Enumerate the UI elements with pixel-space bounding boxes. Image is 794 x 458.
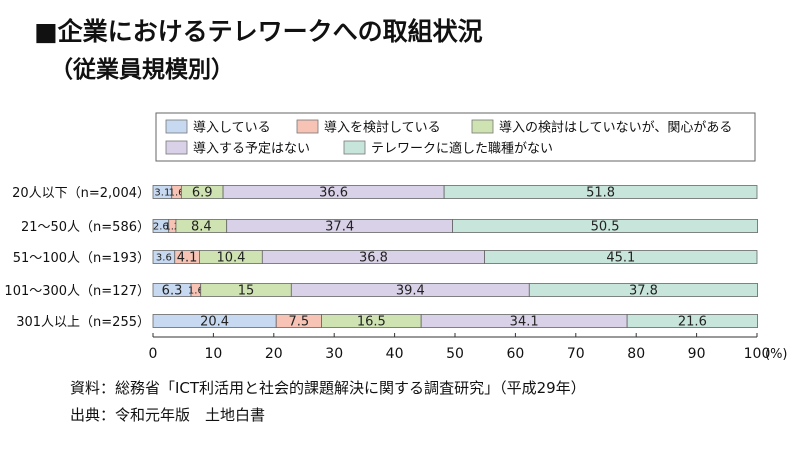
bar-segment: [484, 250, 758, 264]
data-label: 3.1: [154, 188, 170, 199]
x-tick-label: 40: [386, 346, 404, 362]
category-label: 21〜50人（n=586）: [21, 220, 150, 235]
x-tick-label: 10: [204, 346, 222, 362]
origin-note: 出典：令和元年版 土地白書: [70, 406, 266, 424]
category-label: 51〜100人（n=193）: [13, 251, 150, 266]
data-label: 21.6: [678, 315, 707, 330]
data-label: 34.1: [510, 315, 539, 330]
data-label: 1.2: [164, 222, 180, 233]
legend-swatch: [165, 119, 188, 134]
x-tick-label: 60: [506, 346, 524, 362]
data-label: 8.4: [191, 220, 212, 235]
x-tick-label: 0: [149, 346, 158, 362]
data-label: 7.5: [289, 315, 310, 330]
legend-swatch: [296, 119, 319, 134]
source-note: 資料：総務省「ICT利活用と社会的課題解決に関する調査研究」（平成29年）: [70, 379, 586, 397]
data-label: 3.6: [156, 253, 172, 264]
x-tick-label: 80: [627, 346, 645, 362]
x-tick-label: 100: [744, 346, 771, 362]
data-label: 15: [238, 284, 255, 299]
legend-label: 導入する予定はない: [193, 142, 310, 157]
legend-swatch: [165, 140, 188, 155]
data-label: 37.8: [629, 284, 658, 299]
data-label: 6.3: [162, 284, 183, 299]
data-label: 37.4: [325, 220, 354, 235]
data-label: 1.6: [188, 286, 204, 297]
x-tick-label: 70: [567, 346, 585, 362]
data-label: 2.6: [153, 222, 169, 233]
data-label: 20.4: [200, 315, 229, 330]
data-label: 36.8: [359, 251, 388, 266]
data-label: 51.8: [586, 186, 615, 201]
legend-label: 導入を検討している: [324, 120, 441, 136]
legend-swatch: [471, 119, 494, 134]
category-label: 20人以下（n=2,004）: [12, 186, 150, 201]
data-label: 16.5: [357, 315, 386, 330]
bar-segment: [626, 314, 759, 328]
legend-label: 導入の検討はしていないが、関心がある: [499, 120, 732, 136]
data-label: 10.4: [216, 251, 245, 266]
x-axis-unit: (%): [765, 347, 788, 362]
category-label: 101〜300人（n=127）: [4, 284, 150, 299]
data-label: 6.9: [192, 186, 213, 201]
bar-segment: [443, 185, 758, 199]
legend-label: 導入している: [193, 121, 271, 136]
data-label: 4.1: [177, 251, 198, 266]
data-label: 1.6: [169, 188, 185, 199]
x-tick-label: 20: [265, 346, 283, 362]
chart-subtitle: （従業員規模別）: [50, 57, 234, 83]
data-label: 50.5: [591, 220, 620, 235]
data-label: 36.6: [319, 186, 348, 201]
category-label: 301人以上（n=255）: [16, 315, 150, 330]
x-tick-label: 30: [325, 346, 343, 362]
data-label: 39.4: [396, 284, 425, 299]
bar-segment: [528, 283, 759, 297]
legend-box: [155, 112, 756, 162]
bar-segment: [452, 219, 759, 233]
legend-swatch: [343, 140, 366, 155]
stacked-bar-chart: 導入している 導入を検討している 導入の検討はしていないが、関心がある導入する予定は…: [4, 112, 788, 362]
x-tick-label: 50: [446, 346, 464, 362]
legend-label: テレワークに適した職種がない: [371, 141, 553, 157]
data-label: 45.1: [606, 251, 635, 266]
x-tick-label: 90: [688, 346, 706, 362]
chart-title: ■企業におけるテレワークへの取組状況: [34, 17, 483, 46]
